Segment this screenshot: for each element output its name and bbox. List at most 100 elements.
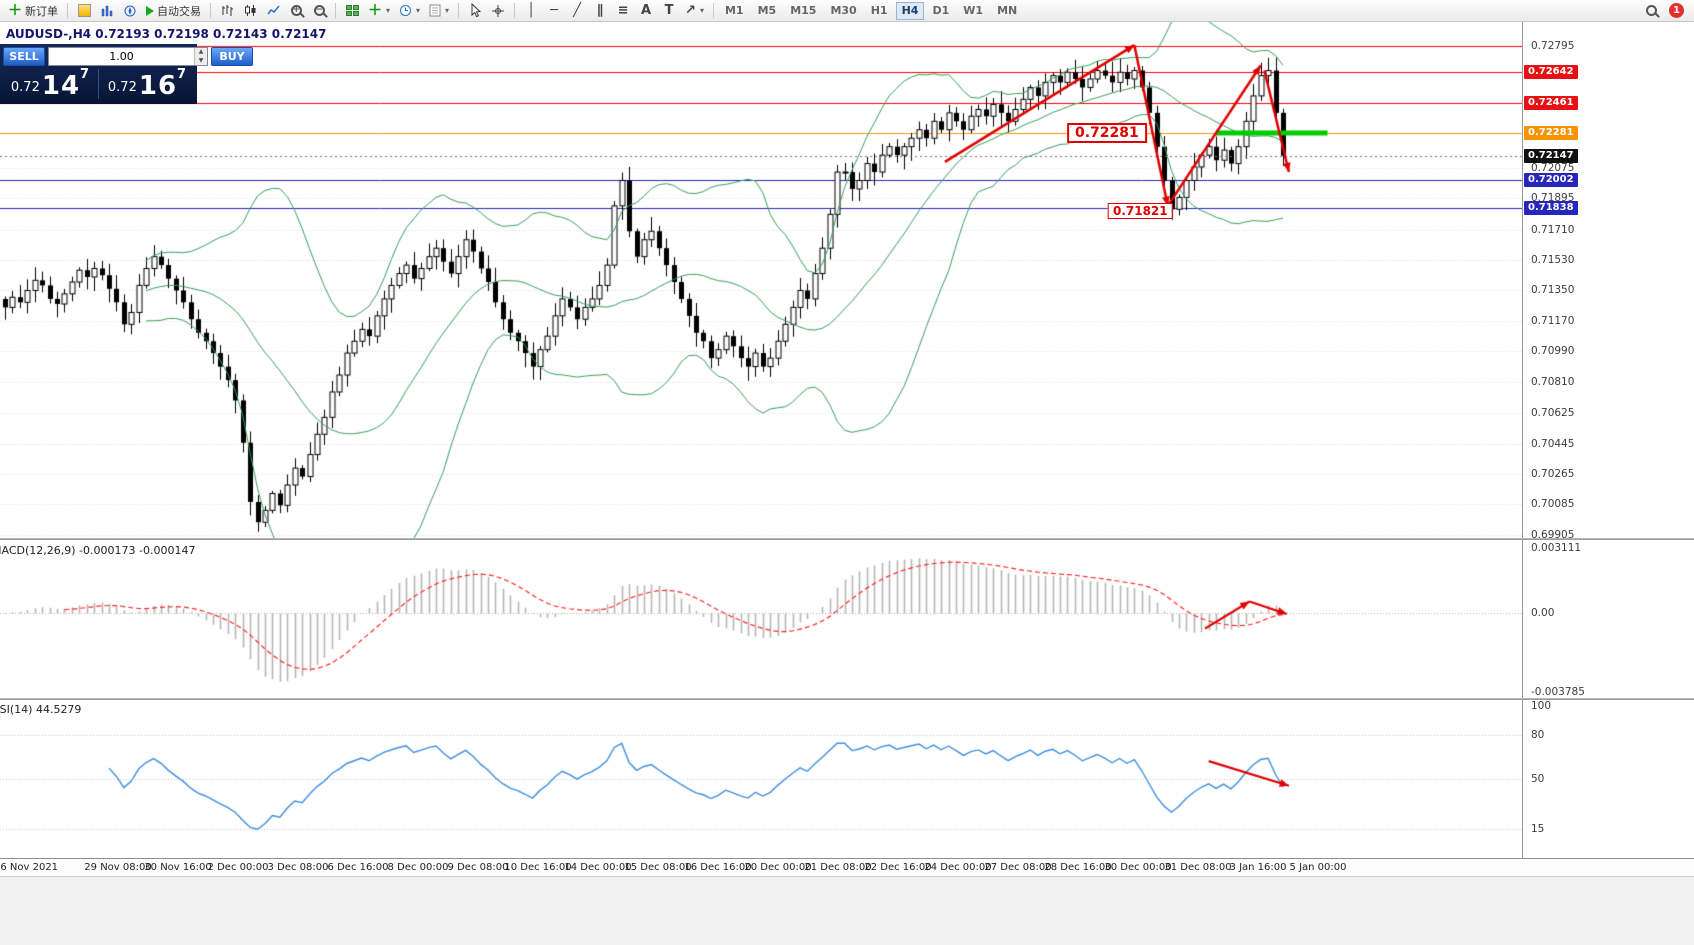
cursor-tool-button[interactable] <box>464 1 486 21</box>
price-axis[interactable]: 0.72795 0.72075 0.71895 0.71710 0.71530 0.713… <box>1522 22 1694 876</box>
trendline-tool-button[interactable]: ╱ <box>566 1 588 21</box>
templates-icon <box>429 4 441 17</box>
volume-decrease-button[interactable]: ▼ <box>198 56 204 64</box>
tile-windows-button[interactable] <box>341 1 363 21</box>
price-tick-label: 0.70990 <box>1531 345 1575 358</box>
sell-price[interactable]: 0.72 14 7 <box>3 67 97 101</box>
trade-panel-controls: SELL ▲ ▼ BUY <box>3 46 253 67</box>
navigator-button[interactable] <box>119 1 141 21</box>
buy-price-big-figure: 0.72 <box>107 80 137 95</box>
text-tool-icon: A <box>641 3 652 18</box>
buy-price-fraction: 7 <box>177 67 187 82</box>
buy-button[interactable]: BUY <box>211 47 253 66</box>
fibonacci-retracement-icon: ≡ <box>617 3 629 18</box>
zoom-in-icon: + <box>290 5 302 16</box>
macd-panel-canvas[interactable] <box>0 540 1522 700</box>
macd-axis-label: -0.003785 <box>1531 686 1585 698</box>
label-tool-button[interactable]: T <box>658 1 680 21</box>
price-level-label: 0.72461 <box>1524 95 1578 110</box>
time-axis[interactable]: 26 Nov 2021 29 Nov 08:00 30 Nov 16:00 2 Dec… <box>0 858 1694 876</box>
price-level-label: 0.71838 <box>1524 200 1578 215</box>
rsi-panel-canvas[interactable] <box>0 700 1522 858</box>
metaeditor-button[interactable] <box>73 1 95 21</box>
time-axis-label: 24 Dec 00:00 <box>924 862 992 873</box>
price-tick-label: 0.72075 <box>1531 161 1575 174</box>
new-order-button[interactable]: ＋ 新订单 <box>4 1 62 21</box>
zoom-out-button[interactable]: − <box>308 1 330 21</box>
price-level-label: 0.72002 <box>1524 173 1578 188</box>
time-axis-label: 31 Dec 08:00 <box>1164 862 1232 873</box>
horizontal-line-tool-button[interactable]: ─ <box>543 1 565 21</box>
volume-increase-button[interactable]: ▲ <box>198 48 204 55</box>
market-watch-icon <box>101 5 113 16</box>
text-tool-button[interactable]: A <box>635 1 657 21</box>
candlestick-chart-icon <box>244 5 255 16</box>
time-axis-label: 16 Dec 16:00 <box>684 862 752 873</box>
price-callout[interactable]: 0.71821 <box>1107 202 1173 219</box>
indicators-icon: ＋ <box>368 2 382 19</box>
rsi-axis-label: 15 <box>1531 823 1545 836</box>
sell-button[interactable]: SELL <box>3 47 45 66</box>
bar-chart-button[interactable] <box>216 1 238 21</box>
buy-price[interactable]: 0.72 16 7 <box>100 67 194 101</box>
buy-price-pips: 16 <box>138 71 178 101</box>
rsi-axis-label: 100 <box>1531 700 1552 712</box>
time-axis-label: 26 Nov 2021 <box>0 862 59 873</box>
zoom-in-button[interactable]: + <box>285 1 307 21</box>
bar-chart-icon <box>222 5 233 16</box>
price-callout[interactable]: 0.72281 <box>1066 122 1147 143</box>
rsi-axis-label: 80 <box>1531 729 1545 741</box>
trade-panel-divider <box>98 69 99 99</box>
current-price-label: 0.72147 <box>1524 148 1578 163</box>
sell-price-big-figure: 0.72 <box>10 80 40 95</box>
trade-panel-prices: 0.72 14 7 0.72 16 7 <box>3 67 194 101</box>
timeframe-button-w1[interactable]: W1 <box>957 2 989 20</box>
timeframe-button-h4[interactable]: H4 <box>895 1 925 20</box>
trendline-icon: ╱ <box>573 3 581 18</box>
volume-input[interactable] <box>49 48 194 65</box>
timeframe-button-m5[interactable]: M5 <box>752 2 783 20</box>
volume-control: ▲ ▼ <box>48 47 208 66</box>
time-axis-label: 8 Dec 00:00 <box>387 862 449 873</box>
time-axis-label: 15 Dec 08:00 <box>624 862 692 873</box>
toolbar-separator <box>335 3 336 18</box>
panel-separator[interactable] <box>0 698 1694 700</box>
notification-badge[interactable]: 1 <box>1669 3 1684 18</box>
candlestick-chart-button[interactable] <box>239 1 261 21</box>
crosshair-tool-button[interactable] <box>487 1 509 21</box>
templates-button[interactable]: ▾ <box>425 1 453 21</box>
time-axis-label: 5 Jan 00:00 <box>1289 862 1347 873</box>
macd-indicator-label: MACD(12,26,9) -0.000173 -0.000147 <box>0 544 196 557</box>
market-watch-button[interactable] <box>96 1 118 21</box>
fibonacci-tool-button[interactable]: ≡ <box>612 1 634 21</box>
timeframe-button-m1[interactable]: M1 <box>719 2 750 20</box>
toolbar: ＋ 新订单 自动交易 + − ＋ ▾ ▾ ▾ │ ─ ╱ ∥ ≡ A T ↗ ▾ <box>0 0 1694 22</box>
autotrading-label: 自动交易 <box>157 4 201 18</box>
chart-ohlc-title: AUDUSD-,H4 0.72193 0.72198 0.72143 0.721… <box>6 27 327 41</box>
time-axis-label: 6 Dec 16:00 <box>327 862 389 873</box>
channel-tool-button[interactable]: ∥ <box>589 1 611 21</box>
toolbar-separator <box>458 3 460 18</box>
vertical-line-tool-button[interactable]: │ <box>520 1 542 21</box>
timeframe-button-m30[interactable]: M30 <box>824 2 862 20</box>
timeframe-button-h1[interactable]: H1 <box>865 2 894 20</box>
arrow-tools-button[interactable]: ↗ ▾ <box>681 1 708 21</box>
panel-separator[interactable] <box>0 538 1694 540</box>
periods-button[interactable]: ▾ <box>395 1 424 21</box>
zoom-out-icon: − <box>313 5 325 16</box>
timeframe-button-m15[interactable]: M15 <box>784 2 822 20</box>
timeframe-button-d1[interactable]: D1 <box>926 2 955 20</box>
autotrading-button[interactable]: 自动交易 <box>142 1 205 21</box>
search-icon <box>1645 5 1657 16</box>
price-tick-label: 0.71350 <box>1531 284 1575 297</box>
price-tick-label: 0.70445 <box>1531 437 1575 450</box>
price-tick-label: 0.71530 <box>1531 254 1575 267</box>
search-button[interactable] <box>1640 1 1662 21</box>
crosshair-icon <box>492 4 505 17</box>
main-chart-canvas[interactable] <box>0 22 1522 540</box>
indicators-button[interactable]: ＋ ▾ <box>364 1 394 21</box>
price-level-label: 0.72281 <box>1524 125 1578 140</box>
line-chart-button[interactable] <box>262 1 284 21</box>
timeframe-button-mn[interactable]: MN <box>991 2 1023 20</box>
